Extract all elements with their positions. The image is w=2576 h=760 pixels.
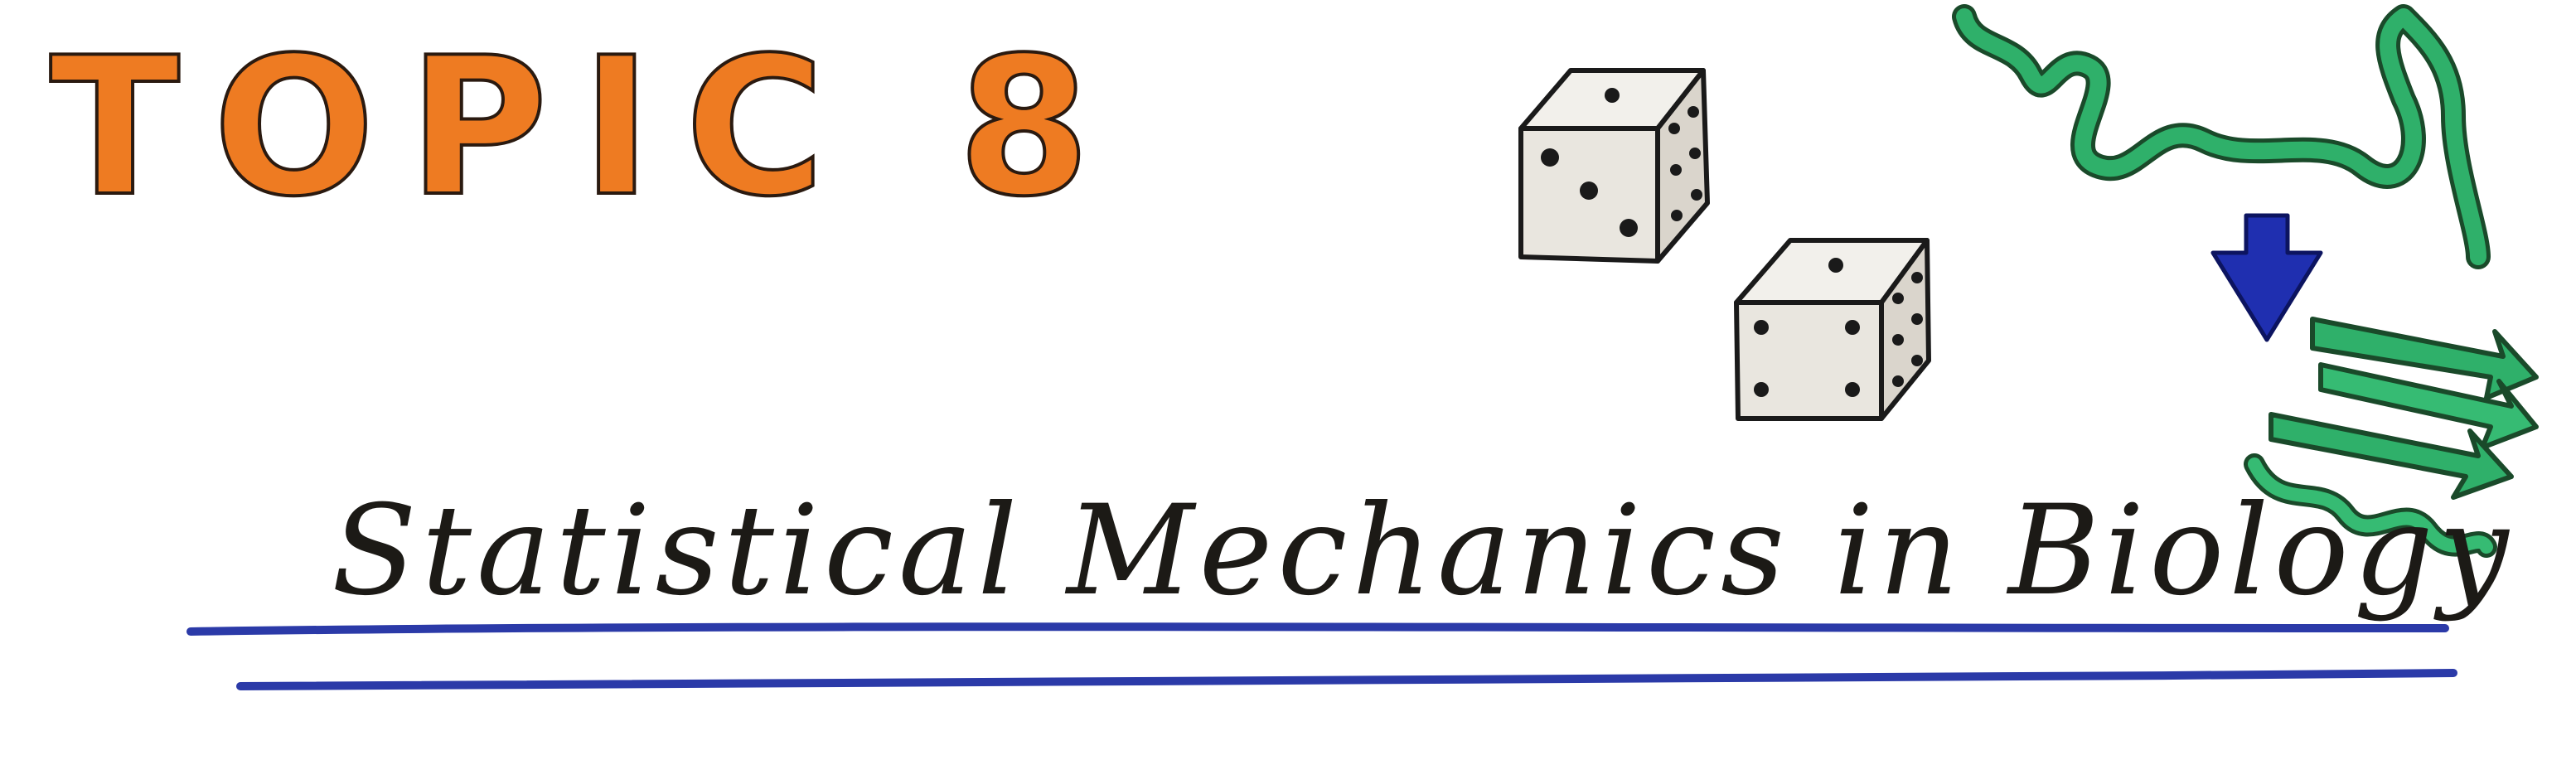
topic-heading: TOPIC 8 xyxy=(48,17,1124,239)
die-icon xyxy=(1734,238,1931,421)
die-icon xyxy=(1518,68,1710,264)
page-title: Statistical Mechanics in Biology xyxy=(332,479,2514,623)
folded-protein-icon xyxy=(2244,317,2539,558)
underline-decoration xyxy=(186,622,2457,690)
unfolded-chain-icon xyxy=(1952,4,2491,269)
arrow-down-icon xyxy=(2210,213,2323,342)
